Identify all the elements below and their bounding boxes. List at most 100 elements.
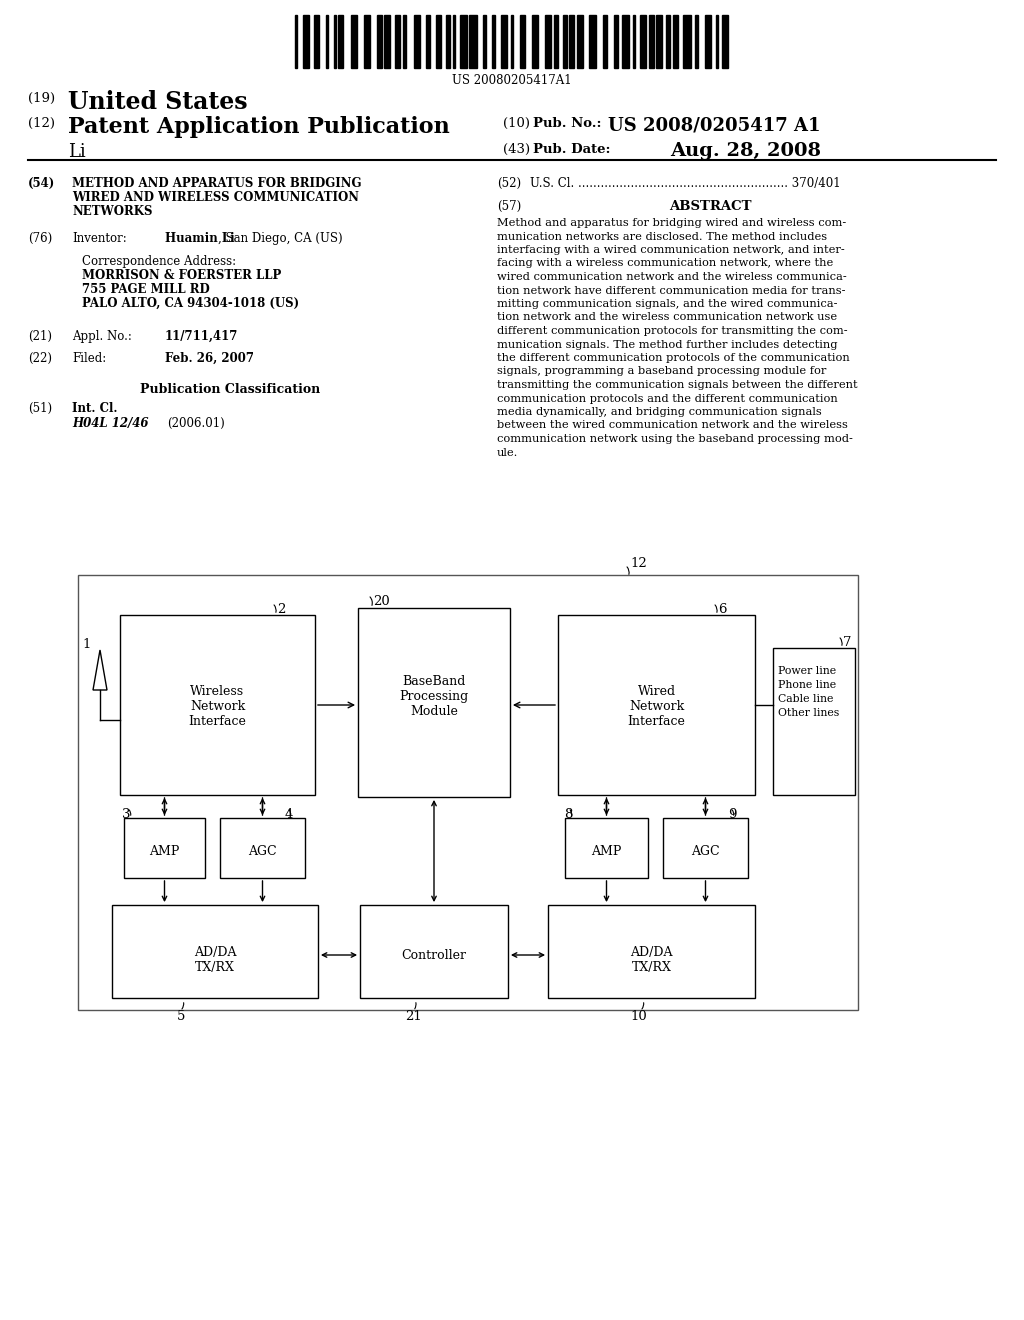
Text: Wireless: Wireless bbox=[190, 685, 245, 698]
Bar bbox=[78, 576, 858, 1010]
Text: (52): (52) bbox=[497, 177, 521, 190]
Text: (21): (21) bbox=[28, 330, 52, 343]
Bar bbox=[554, 15, 558, 69]
Text: transmitting the communication signals between the different: transmitting the communication signals b… bbox=[497, 380, 858, 389]
Text: Pub. Date:: Pub. Date: bbox=[534, 143, 610, 156]
Text: ABSTRACT: ABSTRACT bbox=[669, 201, 752, 213]
Text: AD/DA: AD/DA bbox=[630, 946, 673, 960]
Text: US 20080205417A1: US 20080205417A1 bbox=[453, 74, 571, 87]
Text: 20: 20 bbox=[373, 595, 390, 609]
Text: Patent Application Publication: Patent Application Publication bbox=[68, 116, 450, 139]
Bar bbox=[622, 15, 630, 69]
Text: different communication protocols for transmitting the com-: different communication protocols for tr… bbox=[497, 326, 848, 337]
Text: Network: Network bbox=[189, 700, 245, 713]
Bar bbox=[469, 15, 477, 69]
Text: United States: United States bbox=[68, 90, 248, 114]
Bar bbox=[295, 15, 297, 69]
Text: tion network and the wireless communication network use: tion network and the wireless communicat… bbox=[497, 313, 838, 322]
Text: AGC: AGC bbox=[248, 845, 276, 858]
Text: munication signals. The method further includes detecting: munication signals. The method further i… bbox=[497, 339, 838, 350]
Text: Method and apparatus for bridging wired and wireless com-: Method and apparatus for bridging wired … bbox=[497, 218, 846, 228]
Bar bbox=[716, 15, 718, 69]
Bar bbox=[558, 615, 755, 795]
Text: (76): (76) bbox=[28, 232, 52, 246]
Bar bbox=[120, 615, 315, 795]
Text: WIRED AND WIRELESS COMMUNICATION: WIRED AND WIRELESS COMMUNICATION bbox=[72, 191, 359, 205]
Bar bbox=[663, 818, 748, 878]
Text: Int. Cl.: Int. Cl. bbox=[72, 403, 118, 414]
Bar bbox=[683, 15, 691, 69]
Bar bbox=[112, 906, 318, 998]
Text: Li: Li bbox=[68, 143, 86, 161]
Bar bbox=[667, 15, 670, 69]
Text: (2006.01): (2006.01) bbox=[167, 417, 224, 430]
Text: 8: 8 bbox=[564, 808, 572, 821]
Bar bbox=[640, 15, 646, 69]
Text: Power line: Power line bbox=[778, 667, 837, 676]
Text: 10: 10 bbox=[630, 1010, 647, 1023]
Text: facing with a wireless communication network, where the: facing with a wireless communication net… bbox=[497, 259, 834, 268]
Text: interfacing with a wired communication network, and inter-: interfacing with a wired communication n… bbox=[497, 246, 845, 255]
Text: 2: 2 bbox=[278, 603, 286, 616]
Bar bbox=[338, 15, 343, 69]
Text: (57): (57) bbox=[497, 201, 521, 213]
Text: tion network have different communication media for trans-: tion network have different communicatio… bbox=[497, 285, 846, 296]
Text: , San Diego, CA (US): , San Diego, CA (US) bbox=[218, 232, 343, 246]
Bar bbox=[313, 15, 318, 69]
Bar bbox=[220, 818, 305, 878]
Text: (19): (19) bbox=[28, 92, 55, 106]
Bar bbox=[603, 15, 607, 69]
Bar bbox=[705, 15, 711, 69]
Text: 6: 6 bbox=[718, 603, 726, 616]
Text: AMP: AMP bbox=[591, 845, 622, 858]
Bar bbox=[395, 15, 399, 69]
Bar bbox=[358, 609, 510, 797]
Text: 5: 5 bbox=[177, 1010, 185, 1023]
Text: Inventor:: Inventor: bbox=[72, 232, 127, 246]
Text: communication network using the baseband processing mod-: communication network using the baseband… bbox=[497, 434, 853, 444]
Text: AGC: AGC bbox=[691, 845, 720, 858]
Bar bbox=[577, 15, 584, 69]
Text: Feb. 26, 2007: Feb. 26, 2007 bbox=[165, 352, 254, 366]
Text: Phone line: Phone line bbox=[778, 680, 837, 690]
Text: Huamin Li: Huamin Li bbox=[165, 232, 234, 246]
Text: Appl. No.:: Appl. No.: bbox=[72, 330, 132, 343]
Bar bbox=[436, 15, 441, 69]
Bar bbox=[655, 15, 662, 69]
Text: media dynamically, and bridging communication signals: media dynamically, and bridging communic… bbox=[497, 407, 821, 417]
Bar bbox=[403, 15, 407, 69]
Text: (43): (43) bbox=[503, 143, 530, 156]
Text: Correspondence Address:: Correspondence Address: bbox=[82, 255, 237, 268]
Text: Other lines: Other lines bbox=[778, 708, 840, 718]
Text: munication networks are disclosed. The method includes: munication networks are disclosed. The m… bbox=[497, 231, 827, 242]
Text: Processing: Processing bbox=[399, 690, 469, 704]
Bar bbox=[649, 15, 654, 69]
Bar bbox=[364, 15, 371, 69]
Bar bbox=[532, 15, 538, 69]
Text: 4: 4 bbox=[285, 808, 293, 821]
Text: mitting communication signals, and the wired communica-: mitting communication signals, and the w… bbox=[497, 300, 838, 309]
Bar bbox=[502, 15, 507, 69]
Bar bbox=[548, 906, 755, 998]
Bar bbox=[773, 648, 855, 795]
Text: TX/RX: TX/RX bbox=[195, 961, 234, 974]
Text: (51): (51) bbox=[28, 403, 52, 414]
Bar bbox=[562, 15, 567, 69]
Bar bbox=[520, 15, 525, 69]
Text: (10): (10) bbox=[503, 117, 530, 129]
Text: (54): (54) bbox=[28, 177, 55, 190]
Bar bbox=[124, 818, 205, 878]
Text: communication protocols and the different communication: communication protocols and the differen… bbox=[497, 393, 838, 404]
Text: Network: Network bbox=[629, 700, 684, 713]
Bar bbox=[334, 15, 337, 69]
Bar bbox=[377, 15, 382, 69]
Text: 755 PAGE MILL RD: 755 PAGE MILL RD bbox=[82, 282, 210, 296]
Bar bbox=[326, 15, 328, 69]
Text: Publication Classification: Publication Classification bbox=[140, 383, 321, 396]
Text: Controller: Controller bbox=[401, 949, 467, 962]
Text: H04L 12/46: H04L 12/46 bbox=[72, 417, 148, 430]
Bar bbox=[695, 15, 698, 69]
Bar bbox=[360, 906, 508, 998]
Text: METHOD AND APPARATUS FOR BRIDGING: METHOD AND APPARATUS FOR BRIDGING bbox=[72, 177, 361, 190]
Text: between the wired communication network and the wireless: between the wired communication network … bbox=[497, 421, 848, 430]
